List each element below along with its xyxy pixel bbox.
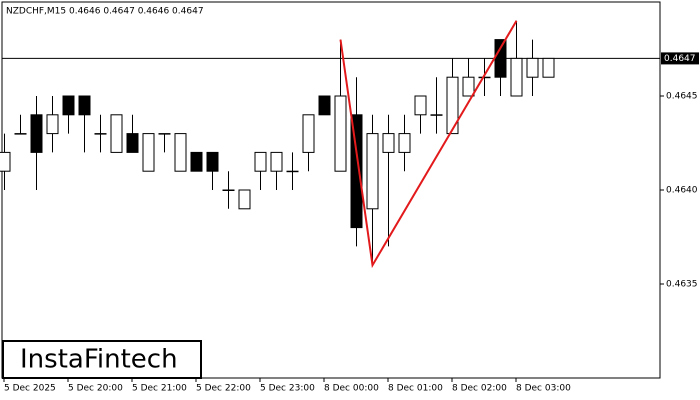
candle-body-down [494,39,507,78]
candle-body-down [126,133,139,153]
logo: InstaFintech [20,345,178,375]
candle-body-up [46,114,59,135]
candle-body-up [302,114,315,153]
x-tick-label: 5 Dec 2025 [4,384,56,394]
candle-body-up [334,95,347,172]
x-tick-label: 8 Dec 02:00 [452,384,507,394]
candle-body-up [462,76,475,97]
candle-body-up [238,189,251,210]
candle-body-up [414,95,427,116]
candle-body-down [190,151,203,172]
candle-body-down [78,95,91,116]
y-tick-label: 0.4645 [666,92,698,102]
candle-body-down [206,151,219,172]
candle-body-down [62,95,75,116]
candle-body-up [398,133,411,153]
chart-title: NZDCHF,M15 0.4646 0.4647 0.4646 0.4647 [6,7,204,17]
x-tick-label: 8 Dec 01:00 [388,384,443,394]
candle-body-up [94,133,107,135]
candle-body-up [430,114,443,116]
candle-body-up [382,133,395,153]
candle-body-up [222,189,235,191]
candle-body-up [142,133,155,172]
candle-body-down [30,114,43,153]
candle-body-down [350,114,363,229]
candle-body-up [14,133,27,135]
pattern-line [339,20,518,269]
x-tick-label: 5 Dec 23:00 [260,384,315,394]
candle-body-up [286,170,299,173]
candle-body-up [526,57,539,78]
candle-body-up [0,151,11,172]
candle-body-up [174,133,187,172]
candle-body-up [542,57,555,78]
candle-body-up [446,76,459,135]
y-tick-label: 0.4640 [666,186,698,196]
candle-body-up [478,76,491,79]
candle-body-up [510,57,523,97]
x-tick-label: 5 Dec 21:00 [132,384,187,394]
current-price-label: 0.4647 [664,54,696,64]
candle-body-up [270,151,283,172]
candle-body-up [254,151,267,172]
candle-body-down [318,95,331,116]
y-tick-label: 0.4635 [666,280,698,290]
candle-body-up [366,133,379,210]
candle-body-up [110,114,123,153]
current-price-box [661,52,699,65]
logo-box [2,340,202,379]
x-tick-label: 8 Dec 03:00 [516,384,571,394]
candle-body-up [158,133,171,135]
x-tick-label: 8 Dec 00:00 [324,384,379,394]
x-tick-label: 5 Dec 22:00 [196,384,251,394]
x-tick-label: 5 Dec 20:00 [68,384,123,394]
